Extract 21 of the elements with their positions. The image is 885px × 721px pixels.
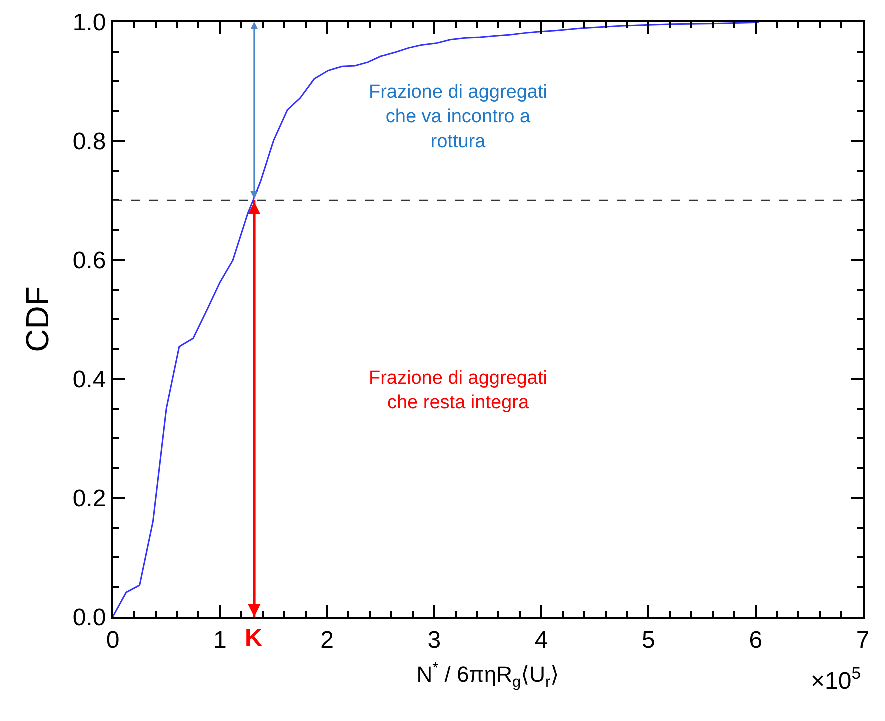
y-axis-title: CDF xyxy=(20,286,56,352)
y-tick-label: 1.0 xyxy=(72,9,106,36)
text: ×10$^{5}$ xyxy=(811,664,862,696)
x-tick-label: 0 xyxy=(106,626,120,654)
y-tick-label: 0.0 xyxy=(72,604,106,632)
y-tick-label: 0.4 xyxy=(72,366,106,394)
x-axis-title: N$^{*}$ / 6πηR$_{g}$⟨U$_{r}$⟩ xyxy=(416,660,560,691)
annotation: Frazione di aggregati che resta integra xyxy=(369,368,548,414)
annotation: Frazione di aggregati che va incontro a rottura xyxy=(369,82,548,152)
y-tick-label: 0.8 xyxy=(72,128,106,156)
x-tick-label: 1 xyxy=(213,626,227,654)
x-tick-label: 5 xyxy=(642,626,656,654)
y-tick-label: 0.6 xyxy=(72,247,106,274)
x-tick-label: 3 xyxy=(428,626,442,654)
x-tick-label: 2 xyxy=(320,626,334,654)
x-tick-label: 7 xyxy=(856,626,870,654)
ref-line-label: K xyxy=(245,625,263,652)
x-tick-label: 4 xyxy=(534,626,548,654)
line-series xyxy=(113,22,760,617)
y-tick-label: 0.2 xyxy=(72,485,106,512)
x-tick-label: 6 xyxy=(749,626,763,654)
